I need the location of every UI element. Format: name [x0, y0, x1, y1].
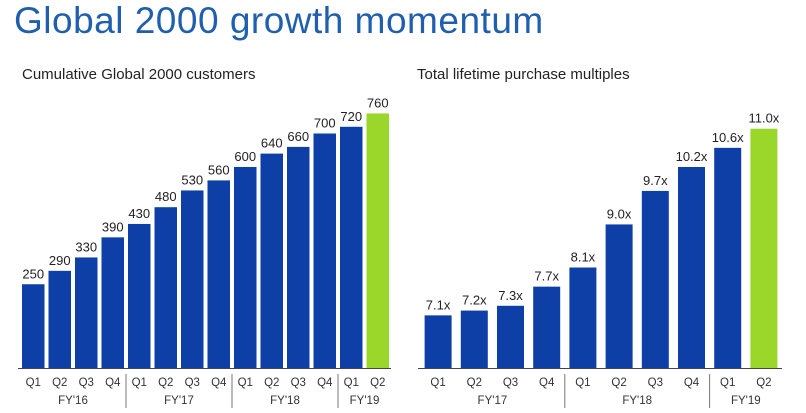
bar — [101, 237, 124, 368]
tick-label: Q2 — [756, 377, 771, 389]
tick-label: Q1 — [430, 377, 445, 389]
data-label: 640 — [261, 136, 283, 151]
bar — [569, 267, 597, 368]
data-label: 700 — [314, 116, 336, 131]
tick-label: Q3 — [79, 377, 94, 389]
bar — [260, 153, 283, 368]
chart-title-customers: Cumulative Global 2000 customers — [22, 66, 256, 83]
tick-label: Q2 — [611, 377, 626, 389]
data-label: 600 — [234, 149, 256, 164]
tick-label: Q4 — [105, 377, 121, 389]
bar — [678, 167, 705, 368]
tick-label: Q1 — [720, 377, 735, 389]
tick-label: Q2 — [52, 377, 67, 389]
data-label: 11.0x — [748, 111, 779, 126]
bar — [533, 286, 561, 368]
bar — [340, 126, 363, 368]
data-label: 660 — [287, 129, 309, 144]
tick-label: Q2 — [264, 377, 279, 389]
bar — [181, 190, 204, 368]
fiscal-year-label: FY'18 — [622, 395, 652, 407]
bar — [424, 315, 452, 368]
fiscal-year-label: FY'18 — [270, 395, 300, 407]
tick-label: Q1 — [344, 377, 359, 389]
tick-label: Q4 — [211, 377, 227, 389]
tick-label: Q3 — [185, 377, 200, 389]
chart-customers: 250 Q1 290 Q2 330 Q3 390 Q4 430 Q1 480 Q2 530 Q3 560 Q4… — [18, 95, 391, 408]
data-label: 720 — [340, 109, 362, 124]
bar — [366, 113, 389, 369]
tick-label: Q1 — [575, 377, 590, 389]
bar — [75, 257, 98, 368]
bar — [22, 284, 45, 368]
tick-label: Q2 — [370, 377, 385, 389]
bar — [641, 190, 669, 368]
data-label: 7.2x — [462, 293, 487, 308]
bar — [460, 310, 488, 368]
bar — [207, 180, 230, 368]
tick-label: Q2 — [158, 377, 173, 389]
data-label: 9.0x — [607, 206, 632, 221]
tick-label: Q4 — [684, 377, 700, 389]
tick-label: Q1 — [238, 377, 253, 389]
data-label: 10.2x — [676, 149, 708, 164]
data-label: 10.6x — [712, 130, 744, 145]
tick-label: Q3 — [648, 377, 663, 389]
tick-label: Q1 — [26, 377, 41, 389]
tick-label: Q3 — [503, 377, 518, 389]
data-label: 7.3x — [498, 288, 523, 303]
chart-title-multiples: Total lifetime purchase multiples — [417, 66, 630, 83]
data-label: 7.7x — [534, 269, 559, 284]
data-label: 250 — [22, 266, 44, 281]
fiscal-year-label: FY'17 — [478, 395, 508, 407]
bar — [48, 270, 71, 368]
data-label: 9.7x — [643, 173, 668, 188]
fiscal-year-label: FY'19 — [731, 395, 761, 407]
bar — [714, 147, 742, 368]
chart-multiples: 7.1x Q1 7.2x Q2 7.3x Q3 7.7x Q4 8.1x Q1 9.0x Q2 9.7x… — [418, 111, 782, 408]
data-label: 390 — [102, 219, 124, 234]
tick-label: Q2 — [467, 377, 482, 389]
fiscal-year-label: FY'19 — [350, 395, 380, 407]
tick-label: Q3 — [291, 377, 306, 389]
data-label: 760 — [367, 95, 389, 110]
tick-label: Q1 — [132, 377, 147, 389]
data-label: 7.1x — [426, 297, 451, 312]
fiscal-year-label: FY'17 — [164, 395, 194, 407]
bar — [497, 305, 524, 368]
bar — [313, 133, 336, 368]
data-label: 530 — [181, 172, 203, 187]
data-label: 330 — [75, 239, 97, 254]
bar — [605, 224, 633, 368]
data-label: 430 — [128, 206, 150, 221]
data-label: 480 — [155, 189, 177, 204]
tick-label: Q4 — [317, 377, 333, 389]
data-label: 560 — [208, 162, 230, 177]
bar — [128, 223, 151, 368]
data-label: 290 — [49, 253, 71, 268]
bar — [287, 146, 310, 368]
bar — [750, 128, 778, 368]
data-label: 8.1x — [571, 250, 596, 265]
tick-label: Q4 — [539, 377, 555, 389]
bar — [154, 207, 177, 368]
fiscal-year-label: FY'16 — [58, 395, 88, 407]
page-title: Global 2000 growth momentum — [14, 0, 544, 41]
bar — [234, 167, 257, 368]
